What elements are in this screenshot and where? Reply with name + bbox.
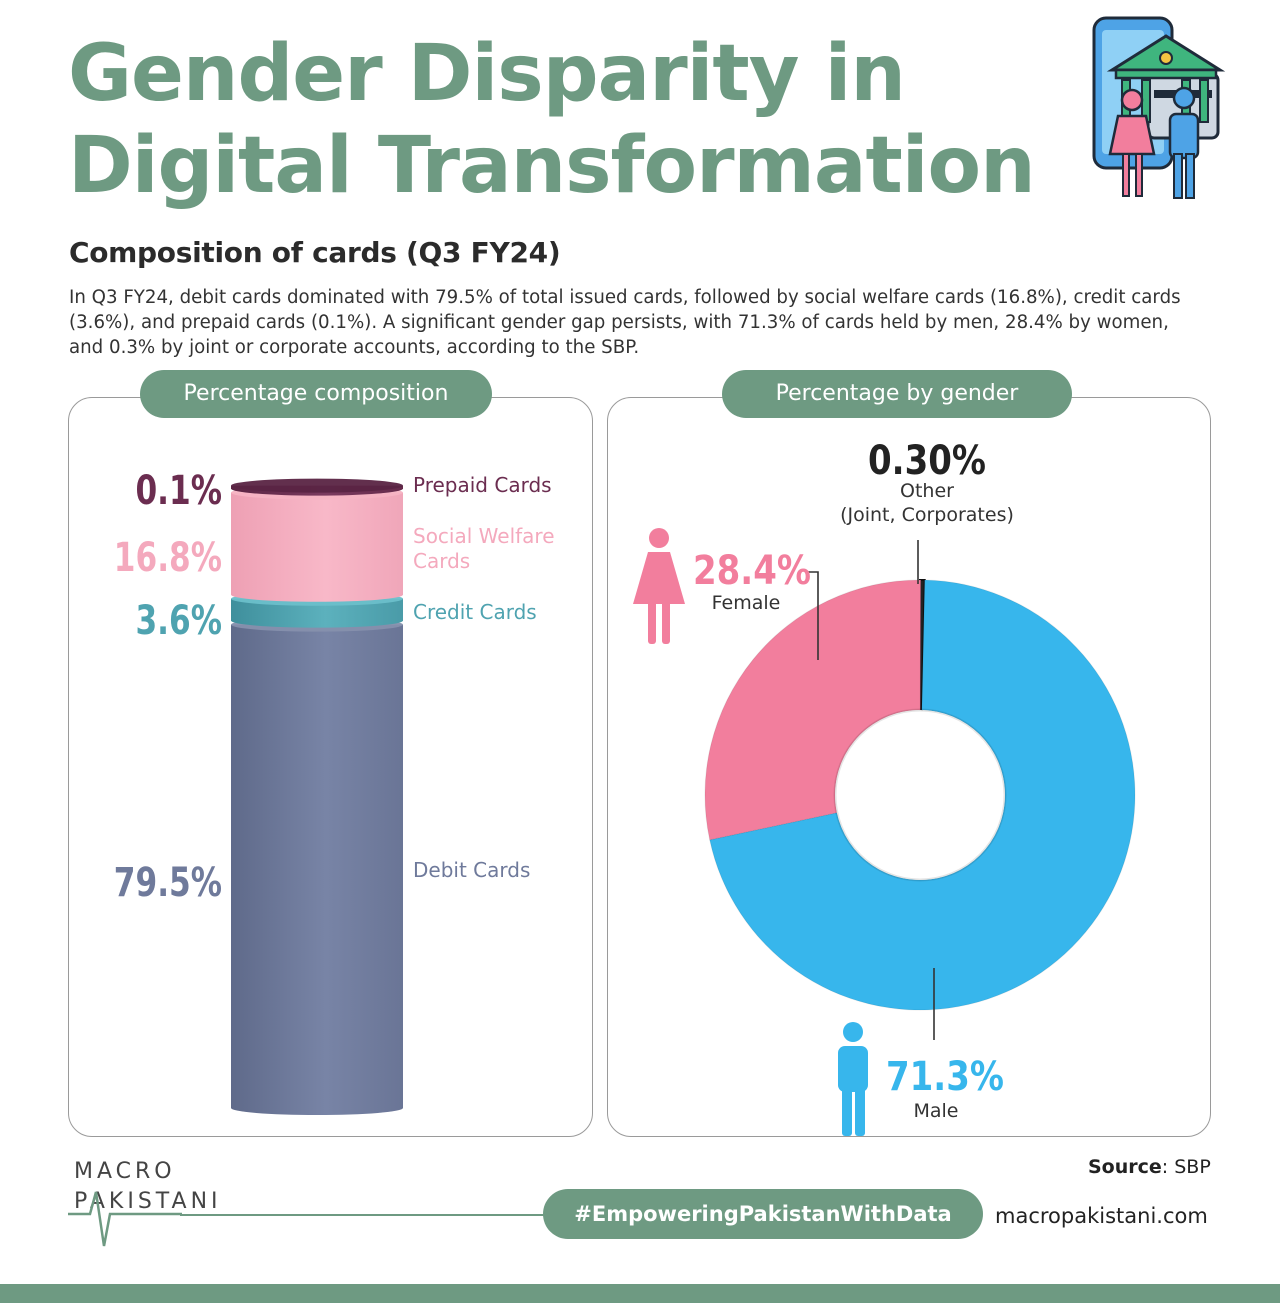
category-label-social-1: Social Welfare bbox=[413, 524, 555, 548]
footer-bar bbox=[0, 1284, 1280, 1303]
logo-line-1: MACRO bbox=[74, 1159, 176, 1184]
value-label-female: 28.4% bbox=[693, 547, 811, 593]
value-label-other: 0.30% bbox=[868, 437, 986, 483]
slice-label-other: Other bbox=[900, 480, 954, 502]
slice-sublabel-other: (Joint, Corporates) bbox=[840, 504, 1014, 526]
hashtag-badge: #EmpoweringPakistanWithData bbox=[543, 1189, 983, 1239]
value-label-prepaid: 0.1% bbox=[135, 468, 222, 514]
leader-line-female bbox=[806, 571, 819, 660]
source-value: : SBP bbox=[1161, 1156, 1211, 1178]
title-line-1: Gender Disparity in bbox=[68, 29, 906, 119]
value-label-credit: 3.6% bbox=[135, 598, 222, 644]
footer-divider bbox=[180, 1214, 545, 1216]
gender-chart-title: Percentage by gender bbox=[722, 370, 1072, 418]
macro-pakistani-logo: MACRO PAKISTANI bbox=[68, 1159, 216, 1247]
slice-label-male: Male bbox=[913, 1100, 958, 1122]
source-note: Source: SBP bbox=[1088, 1156, 1211, 1178]
cylinder-segment-prepaid bbox=[231, 478, 403, 496]
composition-chart-title: Percentage composition bbox=[140, 370, 492, 418]
category-label-prepaid: Prepaid Cards bbox=[413, 473, 552, 497]
source-label: Source bbox=[1088, 1156, 1162, 1178]
leader-lines bbox=[806, 540, 935, 1040]
value-label-social: 16.8% bbox=[114, 535, 222, 581]
category-label-debit: Debit Cards bbox=[413, 858, 530, 882]
male-figure-icon bbox=[838, 1022, 868, 1136]
donut-hole bbox=[833, 708, 1007, 882]
cylinder-segment-debit bbox=[231, 617, 403, 1115]
slice-label-female: Female bbox=[712, 592, 781, 614]
heartbeat-logo-icon bbox=[68, 1191, 182, 1247]
title-line-2: Digital Transformation bbox=[68, 121, 1036, 211]
website-link[interactable]: macropakistani.com bbox=[995, 1204, 1208, 1228]
value-label-debit: 79.5% bbox=[114, 860, 222, 906]
value-label-male: 71.3% bbox=[886, 1053, 1004, 1099]
description-text: In Q3 FY24, debit cards dominated with 7… bbox=[69, 287, 1181, 358]
page-title: Gender Disparity in Digital Transformati… bbox=[68, 28, 1078, 212]
category-label-credit: Credit Cards bbox=[413, 600, 537, 624]
section-subtitle: Composition of cards (Q3 FY24) bbox=[69, 236, 561, 269]
stacked-cylinder bbox=[231, 478, 403, 1115]
category-label-social-2: Cards bbox=[413, 549, 470, 573]
gender-donut bbox=[704, 578, 1136, 1011]
female-figure-icon bbox=[633, 528, 685, 644]
cylinder-segment-social-welfare bbox=[231, 485, 403, 602]
stacked-labels: 0.1% 16.8% 3.6% 79.5% Prepaid Cards Soci… bbox=[114, 468, 555, 906]
digital-banking-icon bbox=[1092, 16, 1226, 199]
